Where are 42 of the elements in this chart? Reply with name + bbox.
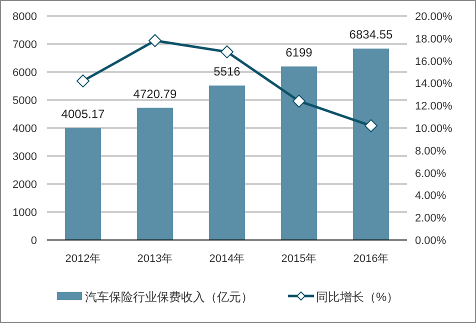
y2-tick-label: 12.00% <box>415 100 453 113</box>
bar <box>353 48 389 240</box>
y2-tick-label: 0.00% <box>415 235 446 247</box>
point <box>148 34 162 48</box>
point <box>364 119 378 132</box>
bar <box>65 128 101 240</box>
bar <box>137 108 173 240</box>
y-tick-label: 3000 <box>12 151 37 163</box>
y-tick-label: 5000 <box>12 95 37 107</box>
y2-tick-label: 2.00% <box>415 212 446 225</box>
y-tick-label: 4000 <box>12 123 37 135</box>
legend-label: 同比增长（%） <box>316 290 399 304</box>
bar <box>209 86 245 240</box>
legend-label: 汽车保险行业保费收入（亿元） <box>85 290 253 304</box>
x-tick-label: 2015年 <box>281 253 317 265</box>
y-tick-label: 2000 <box>12 179 37 191</box>
y2-tick-label: 8.00% <box>415 145 446 158</box>
x-tick-label: 2013年 <box>137 253 173 265</box>
y-tick-label: 7000 <box>12 39 37 51</box>
point <box>220 45 234 58</box>
bar <box>281 66 317 240</box>
data-label: 4720.79 <box>133 86 178 101</box>
data-label: 4005.17 <box>61 106 106 121</box>
x-tick-label: 2016年 <box>353 253 389 265</box>
x-tick-label: 2014年 <box>209 253 245 265</box>
point <box>76 74 90 88</box>
data-label: 6199 <box>286 45 313 60</box>
y-tick-label: 1000 <box>12 207 37 219</box>
y-tick-label: 0 <box>30 235 37 247</box>
data-label: 6834.55 <box>349 28 394 42</box>
y2-tick-label: 16.00% <box>415 56 453 68</box>
point <box>292 94 306 108</box>
y2-tick-label: 6.00% <box>415 168 446 180</box>
data-label: 5516 <box>214 64 241 79</box>
y-tick-label: 8000 <box>12 11 37 23</box>
y2-tick-label: 20.00% <box>415 11 453 23</box>
y2-tick-label: 10.00% <box>415 123 453 135</box>
y2-tick-label: 4.00% <box>415 190 446 202</box>
x-tick-label: 2012年 <box>65 253 101 265</box>
y2-tick-label: 14.00% <box>415 78 453 90</box>
y-tick-label: 6000 <box>12 67 37 79</box>
y2-tick-label: 18.00% <box>415 33 453 46</box>
